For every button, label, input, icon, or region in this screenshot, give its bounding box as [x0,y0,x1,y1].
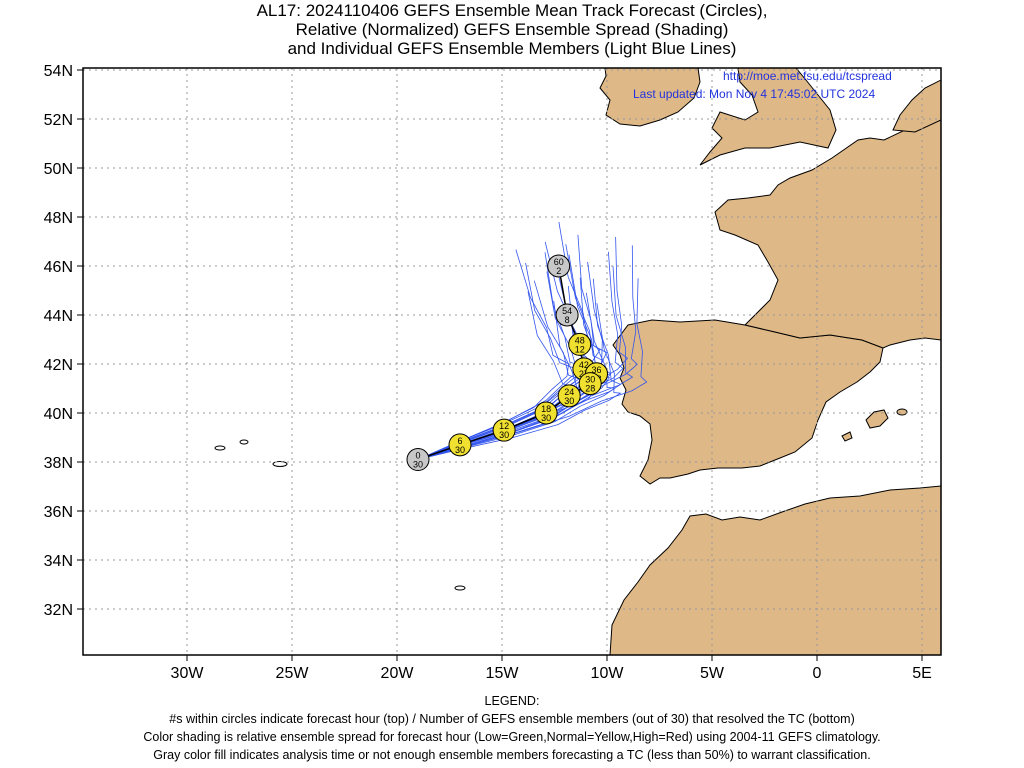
land-mallorca [865,409,889,429]
basemap [83,68,941,655]
legend-line-2: Color shading is relative ensemble sprea… [143,730,881,744]
legend-line-3: Gray color fill indicates analysis time … [153,748,871,762]
track-point-hour: 48 [575,335,585,345]
track-point-circle [568,332,592,356]
y-tick-label: 54N [44,63,73,80]
island-azores-3 [272,461,288,467]
track-point-hour: 12 [499,421,509,431]
x-tick-label: 5W [700,665,725,682]
track-point-members: 8 [565,315,570,325]
x-tick-label: 0 [813,665,822,682]
y-tick-label: 46N [44,259,73,276]
island-azores-1 [214,445,226,451]
y-tick-label: 42N [44,357,73,374]
track-point-circle [492,418,516,442]
mean-track: 6025484812422736283028243018301230630030 [406,254,608,472]
land-ireland [599,68,701,127]
track-point-members: 28 [585,384,595,394]
land-great-britain [699,68,837,166]
track-point-hour: 0 [415,451,420,461]
y-tick-label: 40N [44,406,73,423]
track-point-circle [534,401,558,425]
last-updated-text: Last updated: Mon Nov 4 17:45:02 UTC 202… [633,87,875,101]
track-point-hour: 42 [579,360,589,370]
track-point-members: 30 [413,460,423,470]
land-north-africa [609,485,941,655]
track-point-circle [555,303,579,327]
y-tick-label: 52N [44,112,73,129]
x-tick-label: 15W [486,665,520,682]
track-point-hour: 30 [585,375,595,385]
track-point-circle [557,384,581,408]
x-tick-label: 20W [381,665,415,682]
y-tick-label: 34N [44,553,73,570]
y-tick-label: 38N [44,455,73,472]
x-tick-label: 25W [276,665,310,682]
track-point-hour: 60 [554,257,564,267]
track-point-circle [406,448,430,472]
chart-title-line-2: Relative (Normalized) GEFS Ensemble Spre… [295,20,729,39]
track-point-members: 30 [564,396,574,406]
track-map: 6025484812422736283028243018301230630030… [44,63,942,682]
track-point-hour: 36 [591,365,601,375]
x-tick-label: 30W [171,665,205,682]
member-track-line [417,300,594,460]
track-point-members: 27 [579,369,589,379]
track-point-hour: 54 [562,306,572,316]
track-point-members: 30 [455,445,465,455]
land-france [714,119,941,349]
legend-heading: LEGEND: [484,694,540,708]
land-menorca [896,408,908,416]
website-link[interactable]: http://moe.met.fsu.edu/tcspread [723,69,892,83]
track-point-members: 12 [575,344,585,354]
land-ibiza [841,431,853,442]
track-point-hour: 6 [457,436,462,446]
track-point-circle [448,433,472,457]
chart-title-line-1: AL17: 2024110406 GEFS Ensemble Mean Trac… [256,1,768,20]
track-point-circle [578,372,602,396]
island-azores-2 [239,439,249,445]
track-point-circle [547,254,571,278]
track-point-members: 30 [541,413,551,423]
plot-frame [82,67,942,656]
x-tick-label: 10W [591,665,625,682]
track-point-hour: 18 [541,404,551,414]
track-point-hour: 24 [564,387,574,397]
y-tick-label: 36N [44,504,73,521]
y-tick-label: 32N [44,602,73,619]
member-track-line [417,292,617,460]
y-tick-label: 50N [44,161,73,178]
y-tick-label: 44N [44,308,73,325]
legend-line-1: #s within circles indicate forecast hour… [169,712,855,726]
member-track-line [417,303,622,460]
y-tick-label: 48N [44,210,73,227]
chart-title-line-3: and Individual GEFS Ensemble Members (Li… [287,39,737,58]
x-tick-label: 5E [912,665,932,682]
track-point-members: 30 [499,430,509,440]
axis-ticks: 30W 25W 20W 15W 10W 5W 0 5E 54N 52N 50N 48N 46N 44N 42… [44,63,932,682]
track-point-members: 2 [556,266,561,276]
island-madeira [454,585,466,591]
gridlines [83,68,941,655]
